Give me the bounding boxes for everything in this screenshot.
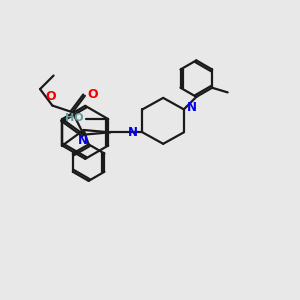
Text: N: N — [128, 126, 138, 139]
Text: N: N — [78, 134, 88, 146]
Text: O: O — [87, 88, 98, 101]
Text: O: O — [46, 90, 56, 103]
Text: HO: HO — [65, 113, 84, 123]
Text: N: N — [187, 101, 197, 114]
